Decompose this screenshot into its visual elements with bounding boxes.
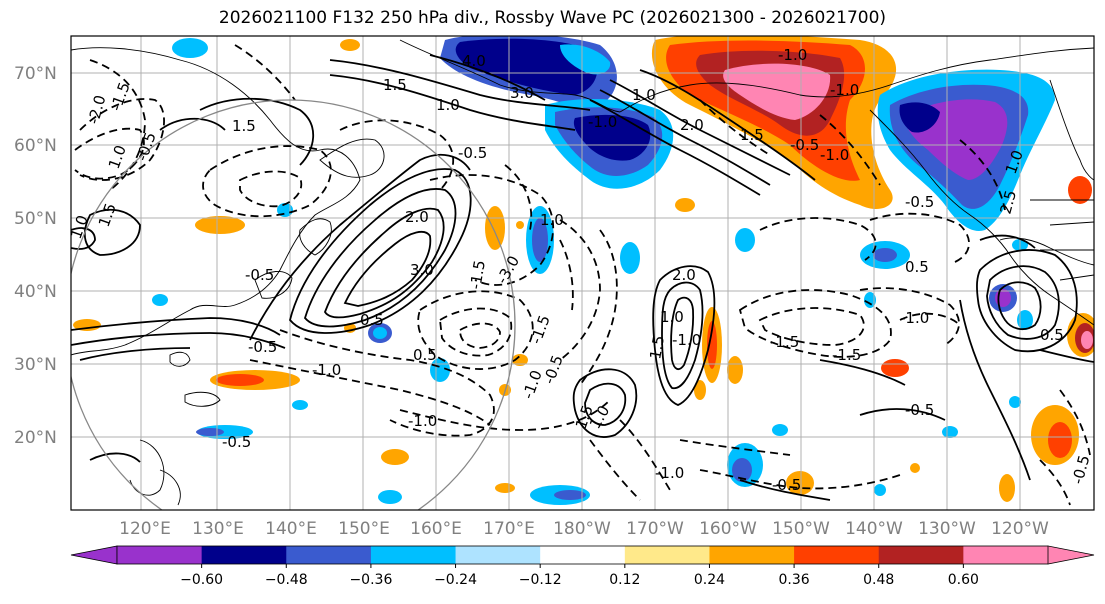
svg-text:70°N: 70°N	[14, 64, 57, 84]
svg-text:1.5: 1.5	[383, 76, 407, 94]
svg-text:-1.0: -1.0	[672, 331, 701, 349]
svg-text:3.0: 3.0	[510, 84, 534, 102]
colorbar-segment	[963, 546, 1049, 564]
svg-text:-1.0: -1.0	[778, 46, 807, 64]
svg-text:0.5: 0.5	[905, 258, 929, 276]
colorbar-segment	[878, 546, 964, 564]
svg-text:160°W: 160°W	[699, 519, 757, 539]
svg-text:-1.0: -1.0	[408, 412, 437, 430]
longitude-labels: 120°E 130°E 140°E 150°E 160°E 170°E 180°…	[119, 519, 1049, 539]
colorbar-segment	[370, 546, 457, 564]
colorbar-tick-label: −0.60	[180, 572, 223, 588]
colorbar-tick-label: 0.24	[694, 572, 725, 588]
svg-text:120°W: 120°W	[991, 519, 1049, 539]
colorbar-segment	[455, 546, 541, 564]
svg-text:-1.0: -1.0	[900, 309, 929, 327]
svg-text:-0.5: -0.5	[245, 266, 274, 284]
colorbar-tick-label: 0.36	[779, 572, 810, 588]
negative-contours	[74, 44, 1091, 506]
svg-text:150°W: 150°W	[772, 519, 830, 539]
colorbar-segment	[794, 546, 880, 564]
svg-text:20°N: 20°N	[14, 428, 57, 448]
positive-contours	[71, 54, 1094, 501]
svg-text:170°E: 170°E	[483, 519, 535, 539]
colorbar-segment	[709, 546, 795, 564]
svg-text:-0.5: -0.5	[772, 476, 801, 494]
svg-text:-1.5: -1.5	[770, 333, 799, 351]
svg-text:30°N: 30°N	[14, 355, 57, 375]
svg-text:60°N: 60°N	[14, 136, 57, 156]
svg-text:130°E: 130°E	[192, 519, 244, 539]
colorbar-tick-label: 0.48	[863, 572, 894, 588]
colorbar-tick-label: 0.60	[948, 572, 979, 588]
svg-text:1.5: 1.5	[232, 117, 256, 135]
svg-text:150°E: 150°E	[338, 519, 390, 539]
svg-text:-0.5: -0.5	[905, 193, 934, 211]
colorbar-segment	[286, 546, 372, 564]
map-title: 2026021100 F132 250 hPa div., Rossby Wav…	[218, 8, 887, 28]
svg-text:2.0: 2.0	[672, 266, 696, 284]
svg-text:1.0: 1.0	[660, 308, 684, 326]
svg-text:-1.0: -1.0	[588, 113, 617, 131]
region-circle	[71, 99, 516, 510]
svg-text:-1.0: -1.0	[312, 361, 341, 379]
svg-text:40°N: 40°N	[14, 282, 57, 302]
svg-text:2.5: 2.5	[996, 188, 1020, 216]
svg-text:-0.5: -0.5	[222, 433, 251, 451]
colorbar: −0.60 −0.48 −0.36 −0.24 −0.12 0.12 0.24 0.36 0.4…	[70, 545, 1095, 588]
svg-text:1.5: 1.5	[740, 126, 764, 144]
colorbar-tick-label: −0.24	[434, 572, 477, 588]
svg-text:120°E: 120°E	[119, 519, 171, 539]
svg-text:1.5: 1.5	[646, 334, 668, 361]
svg-text:0.5: 0.5	[413, 346, 437, 364]
colorbar-tick-label: 0.12	[609, 572, 640, 588]
colorbar-tick-label: −0.12	[519, 572, 562, 588]
svg-text:-1.0: -1.0	[820, 146, 849, 164]
colorbar-segment	[624, 546, 710, 564]
svg-text:160°E: 160°E	[410, 519, 462, 539]
shading-layer	[73, 36, 1094, 505]
colorbar-frame	[116, 545, 1049, 565]
svg-text:-0.5: -0.5	[458, 144, 487, 162]
colorbar-segment	[540, 546, 626, 564]
svg-text:130°W: 130°W	[918, 519, 976, 539]
svg-text:4.0: 4.0	[462, 52, 486, 70]
svg-text:1.0: 1.0	[540, 211, 564, 229]
svg-text:2.0: 2.0	[680, 116, 704, 134]
svg-text:-1.5: -1.5	[832, 346, 861, 364]
svg-text:-0.5: -0.5	[905, 401, 934, 419]
svg-text:0.5: 0.5	[1040, 326, 1064, 344]
colorbar-tick-label: −0.48	[265, 572, 308, 588]
svg-text:-1.0: -1.0	[655, 464, 684, 482]
svg-text:-1.5: -1.5	[466, 259, 489, 291]
svg-text:2.0: 2.0	[405, 208, 429, 226]
latitude-labels: 70°N 60°N 50°N 40°N 30°N 20°N	[14, 64, 57, 448]
colorbar-arrow-low	[70, 545, 118, 565]
colorbar-arrow-high	[1047, 545, 1095, 565]
svg-text:3.0: 3.0	[410, 261, 434, 279]
colorbar-tick-label: −0.36	[349, 572, 392, 588]
colorbar-segment	[201, 546, 287, 564]
colorbar-segment	[117, 546, 203, 564]
svg-text:-1.0: -1.0	[830, 81, 859, 99]
svg-text:-0.5: -0.5	[248, 338, 277, 356]
svg-text:50°N: 50°N	[14, 209, 57, 229]
svg-text:140°W: 140°W	[845, 519, 903, 539]
svg-text:0.5: 0.5	[360, 311, 384, 329]
svg-text:1.0: 1.0	[436, 96, 460, 114]
svg-text:140°E: 140°E	[265, 519, 317, 539]
svg-text:-0.5: -0.5	[790, 136, 819, 154]
svg-text:1.0: 1.0	[632, 86, 656, 104]
plot-frame	[70, 35, 1095, 511]
svg-text:180°W: 180°W	[553, 519, 611, 539]
svg-text:170°W: 170°W	[626, 519, 684, 539]
